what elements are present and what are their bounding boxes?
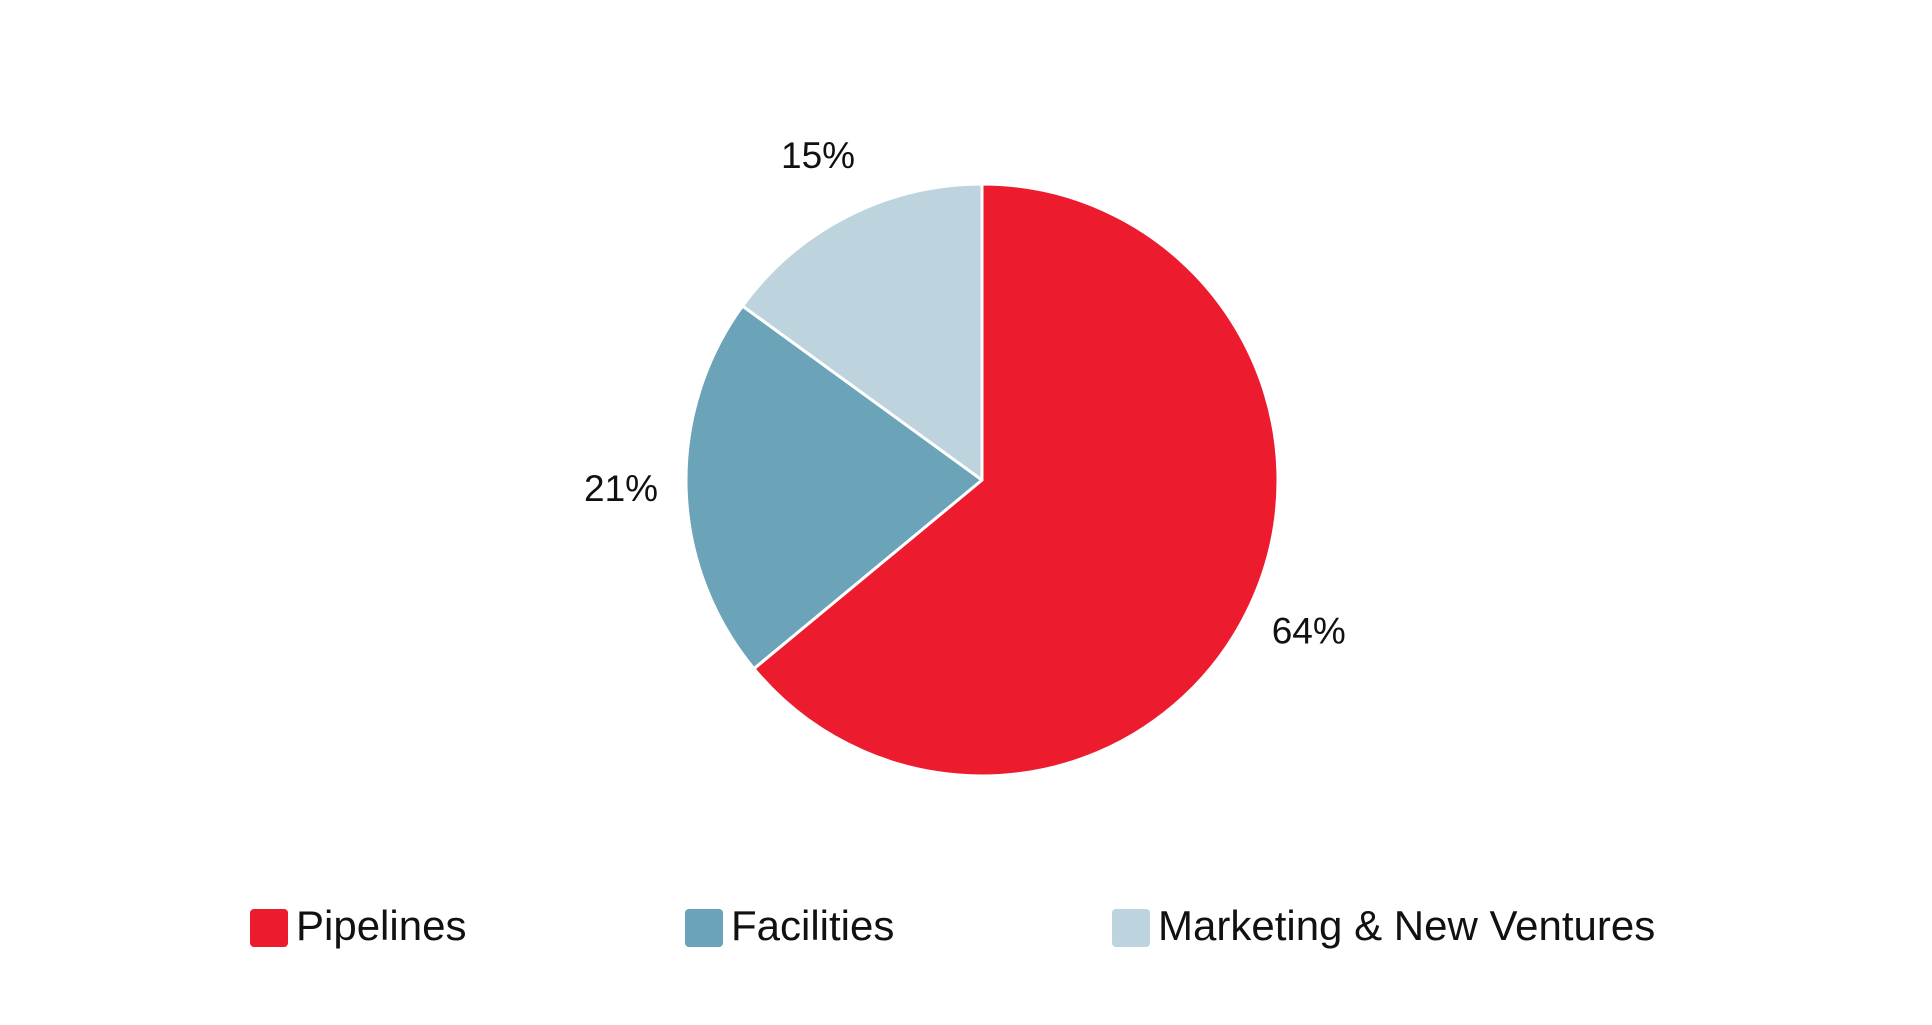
legend-label: Marketing & New Ventures <box>1158 902 1655 949</box>
legend-label: Pipelines <box>296 902 466 949</box>
pie-slice <box>684 304 984 671</box>
data-label: 21% <box>584 468 658 509</box>
pie-slice <box>752 182 1280 778</box>
legend-swatch <box>1112 909 1150 947</box>
data-label: 64% <box>1272 611 1346 652</box>
legend-swatch <box>685 909 723 947</box>
pie-slice <box>741 182 984 482</box>
legend-swatch <box>250 909 288 947</box>
legend-label: Facilities <box>731 902 894 949</box>
data-label: 15% <box>781 135 855 176</box>
